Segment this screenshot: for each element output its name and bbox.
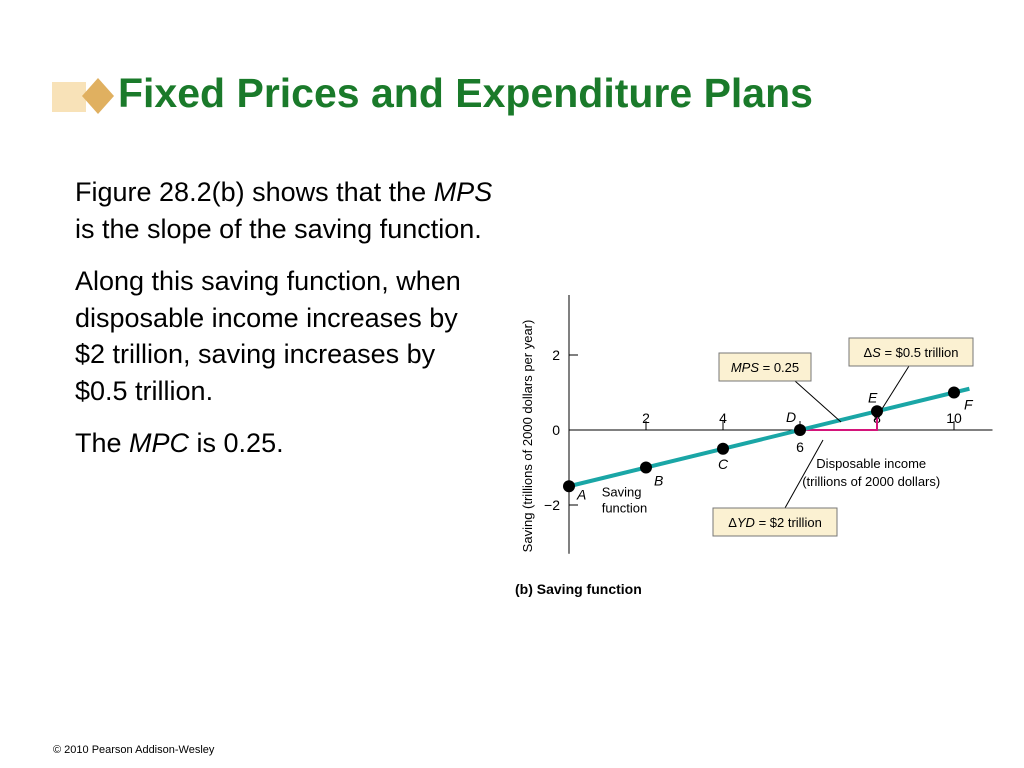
paragraph-mps: Figure 28.2(b) shows that the MPS is the… bbox=[75, 177, 493, 244]
y-tick-label: 2 bbox=[552, 347, 560, 363]
callout-text-italic: YD bbox=[737, 515, 755, 530]
x-tick-label: 6 bbox=[796, 439, 804, 455]
callout-text: ΔYD = $2 trillion bbox=[728, 515, 822, 530]
saving-function-chart: 2 0 −2 2 4 6 8 10 A B C D E F Saving function Disposable… bbox=[505, 286, 1005, 606]
callout-box bbox=[718, 352, 812, 382]
copyright-footer: © 2010 Pearson Addison-Wesley bbox=[53, 744, 215, 756]
data-point-a bbox=[563, 480, 575, 493]
point-label-a: A bbox=[576, 486, 586, 502]
paragraph-saving-increase: Along this saving function, when disposa… bbox=[75, 266, 461, 406]
callout-text-prefix: Δ bbox=[863, 345, 872, 360]
callout-text-plain: = 0.25 bbox=[759, 360, 799, 375]
paragraph-mpc: The MPC is 0.25. bbox=[75, 428, 284, 458]
x-axis-label: (trillions of 2000 dollars) bbox=[802, 474, 940, 489]
data-point-c bbox=[717, 442, 729, 455]
callout-leader bbox=[874, 365, 910, 421]
callout-box bbox=[848, 337, 974, 367]
callout-box bbox=[712, 507, 838, 537]
body-text: Figure 28.2(b) shows that the MPS is the… bbox=[75, 174, 495, 478]
data-point-e bbox=[871, 405, 883, 418]
callout-text-italic: MPS bbox=[731, 360, 760, 375]
point-label-b: B bbox=[654, 473, 663, 489]
chart-caption: (b) Saving function bbox=[515, 581, 642, 597]
callout-text-prefix: Δ bbox=[728, 515, 737, 530]
series-label: function bbox=[602, 500, 648, 515]
callout-leader bbox=[794, 380, 842, 423]
point-label-e: E bbox=[868, 389, 878, 405]
x-tick-label: 2 bbox=[642, 410, 650, 426]
point-label-c: C bbox=[718, 456, 729, 472]
callout-text-plain: = $0.5 trillion bbox=[881, 345, 959, 360]
callout-text: MPS = 0.25 bbox=[731, 360, 799, 375]
y-axis-label: Saving (trillions of 2000 dollars per ye… bbox=[520, 320, 535, 553]
x-tick-label: 4 bbox=[719, 410, 727, 426]
callout-text-italic: S bbox=[872, 345, 881, 360]
slide-title: Fixed Prices and Expenditure Plans bbox=[118, 70, 813, 116]
y-tick-label: 0 bbox=[552, 422, 560, 438]
title-decoration-icon bbox=[52, 78, 114, 114]
data-point-b bbox=[640, 461, 652, 474]
data-point-f bbox=[948, 386, 960, 399]
point-label-f: F bbox=[964, 397, 974, 413]
callout-text: ΔS = $0.5 trillion bbox=[863, 345, 958, 360]
callout-leader bbox=[784, 439, 824, 509]
point-label-d: D bbox=[786, 409, 796, 425]
x-tick-label: 10 bbox=[946, 410, 962, 426]
y-tick-label: −2 bbox=[544, 497, 560, 513]
series-label: Saving bbox=[602, 484, 642, 499]
callout-text-plain: = $2 trillion bbox=[755, 515, 822, 530]
saving-function-line bbox=[568, 386, 970, 489]
x-axis-label: Disposable income bbox=[816, 456, 926, 471]
data-point-d bbox=[794, 424, 806, 436]
